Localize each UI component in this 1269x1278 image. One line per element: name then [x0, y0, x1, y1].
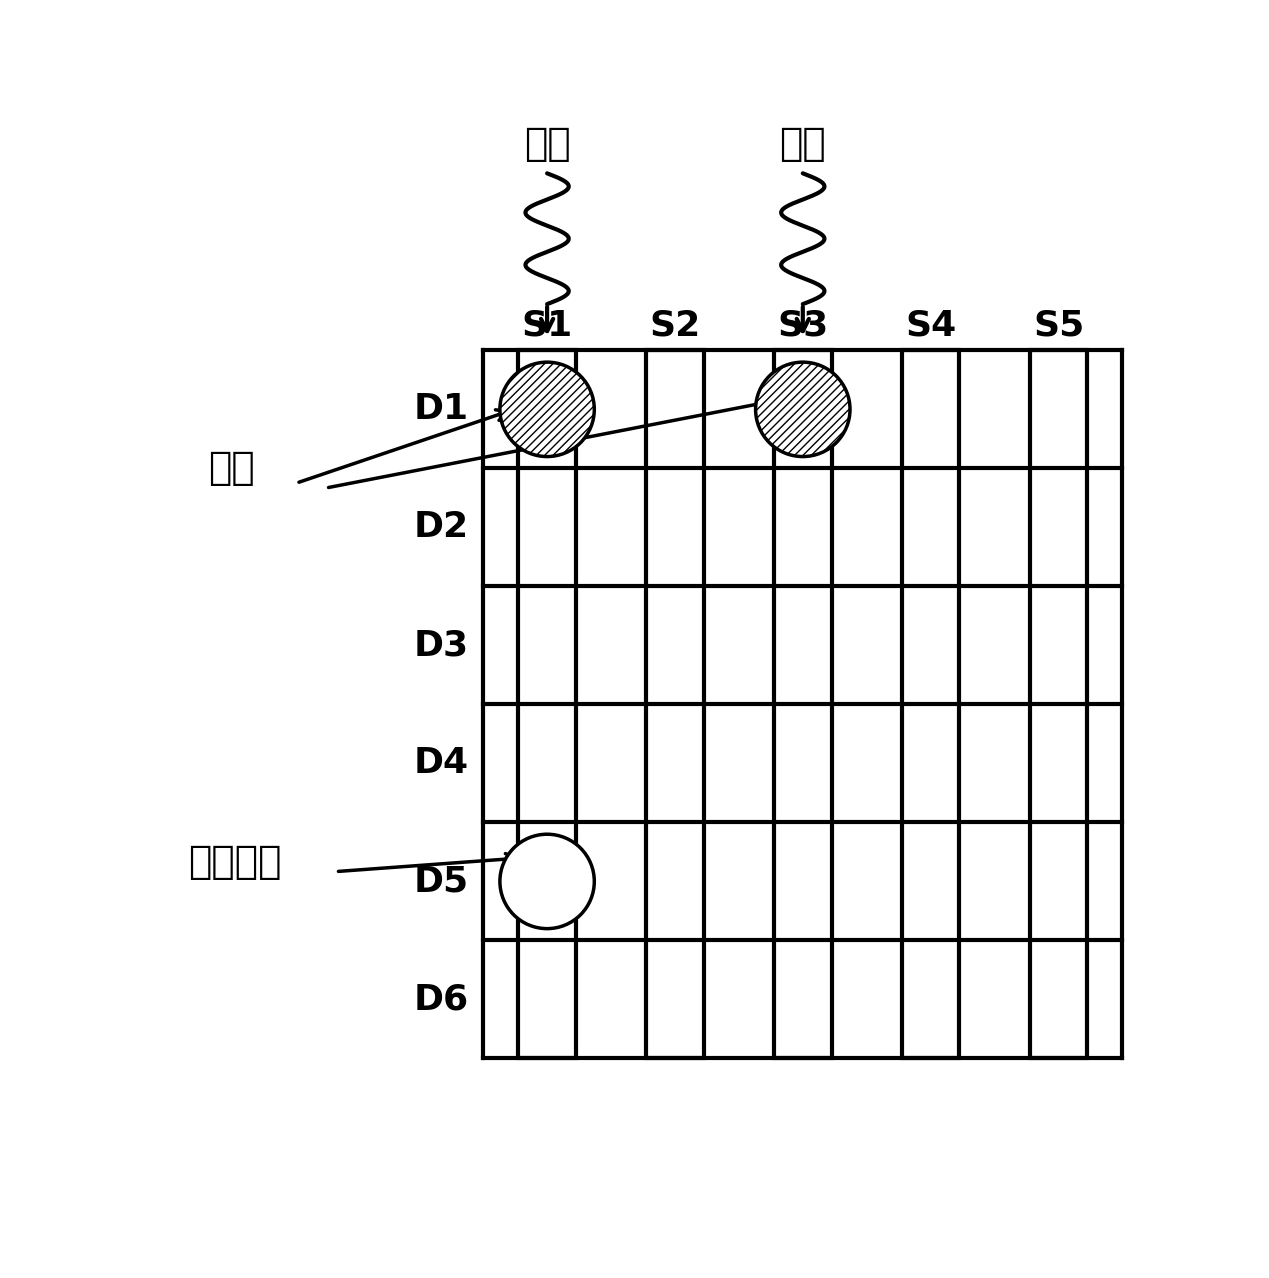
Text: S4: S4: [905, 308, 957, 343]
Text: 真实触点: 真实触点: [188, 842, 282, 881]
Text: 杂信: 杂信: [524, 125, 571, 164]
Bar: [646, 350, 704, 1058]
Text: S1: S1: [522, 308, 572, 343]
Circle shape: [500, 835, 594, 929]
Text: S5: S5: [1033, 308, 1084, 343]
Text: 杂信: 杂信: [779, 125, 826, 164]
Bar: [518, 350, 576, 1058]
Bar: [1029, 350, 1088, 1058]
Text: 杂点: 杂点: [208, 450, 255, 487]
Bar: [902, 350, 959, 1058]
Text: D2: D2: [414, 510, 468, 544]
Text: D3: D3: [414, 629, 468, 662]
Text: D6: D6: [414, 983, 468, 1016]
Circle shape: [755, 362, 850, 456]
Bar: [774, 350, 831, 1058]
Text: S3: S3: [777, 308, 829, 343]
Text: D5: D5: [414, 864, 468, 898]
Text: S2: S2: [650, 308, 700, 343]
Text: D1: D1: [414, 392, 468, 427]
Circle shape: [500, 362, 594, 456]
Text: D4: D4: [414, 746, 468, 781]
